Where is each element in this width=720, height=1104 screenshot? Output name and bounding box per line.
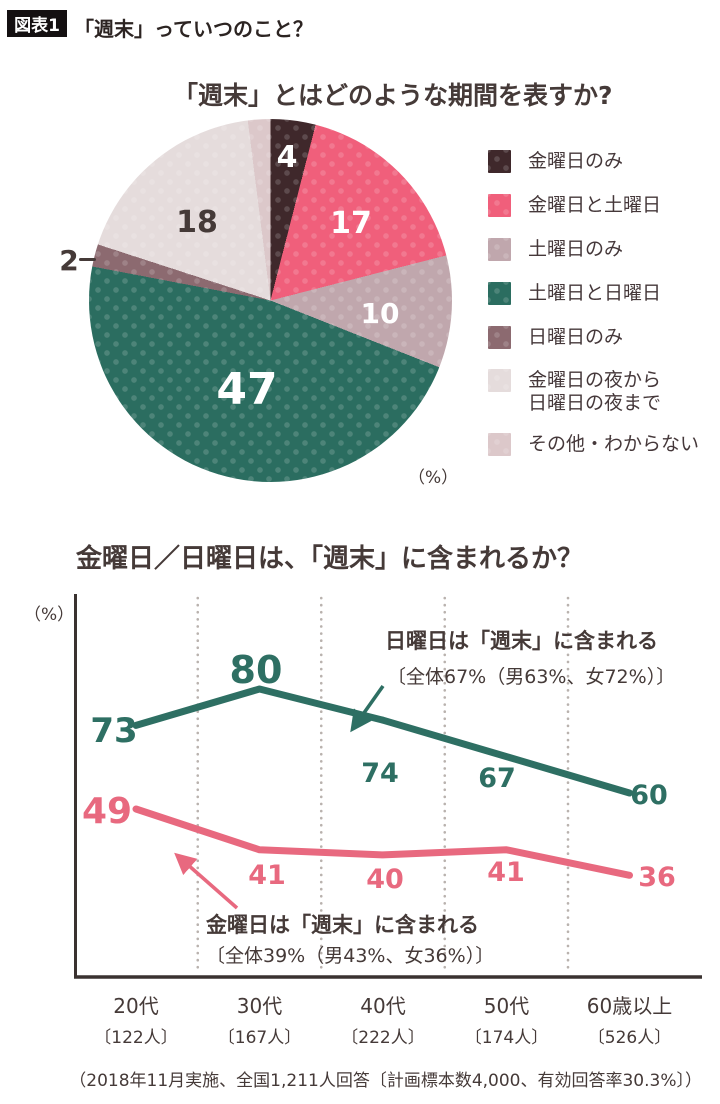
legend-swatch [488, 194, 511, 217]
pie-slice-value: 47 [216, 364, 278, 415]
legend-label: その他・わからない [528, 433, 700, 455]
legend-swatch [488, 238, 511, 261]
data-point-value: 60 [630, 780, 668, 811]
legend-label: 土曜日のみ [528, 238, 624, 260]
legend-label: 金曜日の夜から 日曜日の夜まで [528, 369, 662, 414]
category-label: 50代 〔174人〕 [464, 994, 549, 1048]
legend-item-sunday-only: 日曜日のみ [488, 326, 623, 349]
sunday-annotation-arrow [350, 684, 385, 733]
legend-swatch [488, 433, 511, 456]
line-chart-title: 金曜日／日曜日は、「週末」に含まれるか？ [76, 544, 584, 574]
data-point-value: 74 [361, 758, 399, 789]
sunday-annotation-title: 日曜日は「週末」に含まれる [385, 629, 658, 653]
friday-annotation-arrow [174, 852, 239, 910]
category-label: 40代 〔222人〕 [341, 994, 425, 1048]
pie-slice-value: 2 [59, 244, 79, 277]
line-unit-label: （%） [24, 605, 75, 625]
legend-label: 金曜日のみ [528, 150, 624, 172]
sunday-annotation-detail: 〔全体67%（男63%、女72%）〕 [387, 666, 676, 688]
data-point-value: 73 [90, 711, 137, 751]
survey-footnote: （2018年11月実施、全国1,211人回答〔計画標本数4,000、有効回答率3… [69, 1071, 702, 1091]
legend-label: 日曜日のみ [528, 326, 624, 348]
pie-slice-value: 18 [176, 205, 218, 240]
legend-swatch [488, 326, 511, 349]
figure-number-badge: 図表1 [7, 10, 67, 37]
legend-item-other-unknown: その他・わからない [488, 433, 699, 456]
data-point-value: 49 [82, 791, 132, 832]
pie-slice-value: 4 [276, 140, 298, 175]
legend-swatch [488, 369, 511, 392]
pie-unit-label: （%） [408, 468, 459, 488]
legend-item-saturday-sunday: 土曜日と日曜日 [488, 282, 661, 305]
data-point-value: 41 [487, 857, 525, 888]
legend-item-friday-saturday: 金曜日と土曜日 [488, 194, 661, 217]
legend-swatch [488, 150, 511, 173]
category-label: 30代 〔167人〕 [217, 994, 302, 1048]
legend-item-saturday-only: 土曜日のみ [488, 238, 623, 261]
category-label: 20代 〔122人〕 [94, 994, 178, 1048]
legend-label: 金曜日と土曜日 [528, 194, 662, 216]
data-point-value: 80 [230, 648, 283, 692]
figure-title: 「週末」っていつのこと？ [74, 17, 313, 41]
pie-slice-value: 10 [360, 297, 400, 330]
legend-item-friday-only: 金曜日のみ [488, 150, 623, 173]
category-label: 60歳以上 〔526人〕 [586, 994, 673, 1048]
friday-annotation-title: 金曜日は「週末」に含まれる [206, 913, 479, 937]
data-point-value: 67 [478, 763, 516, 794]
pie-chart [89, 119, 452, 482]
friday-annotation-detail: 〔全体39%（男43%、女36%）〕 [206, 945, 495, 967]
pie-chart-title: 「週末」とはどのような期間を表すか? [173, 81, 613, 110]
series-line-sunday [132, 685, 633, 797]
data-point-value: 40 [366, 864, 404, 895]
data-point-value: 36 [638, 862, 676, 893]
legend-label: 土曜日と日曜日 [528, 282, 662, 304]
legend-item-friday-night-to-sunday-night: 金曜日の夜から 日曜日の夜まで [488, 369, 661, 415]
series-line-friday [132, 805, 633, 879]
pie-leader-line [79, 258, 96, 261]
data-point-value: 41 [248, 860, 286, 891]
legend-swatch [488, 282, 511, 305]
pie-slice-value: 17 [330, 206, 372, 241]
